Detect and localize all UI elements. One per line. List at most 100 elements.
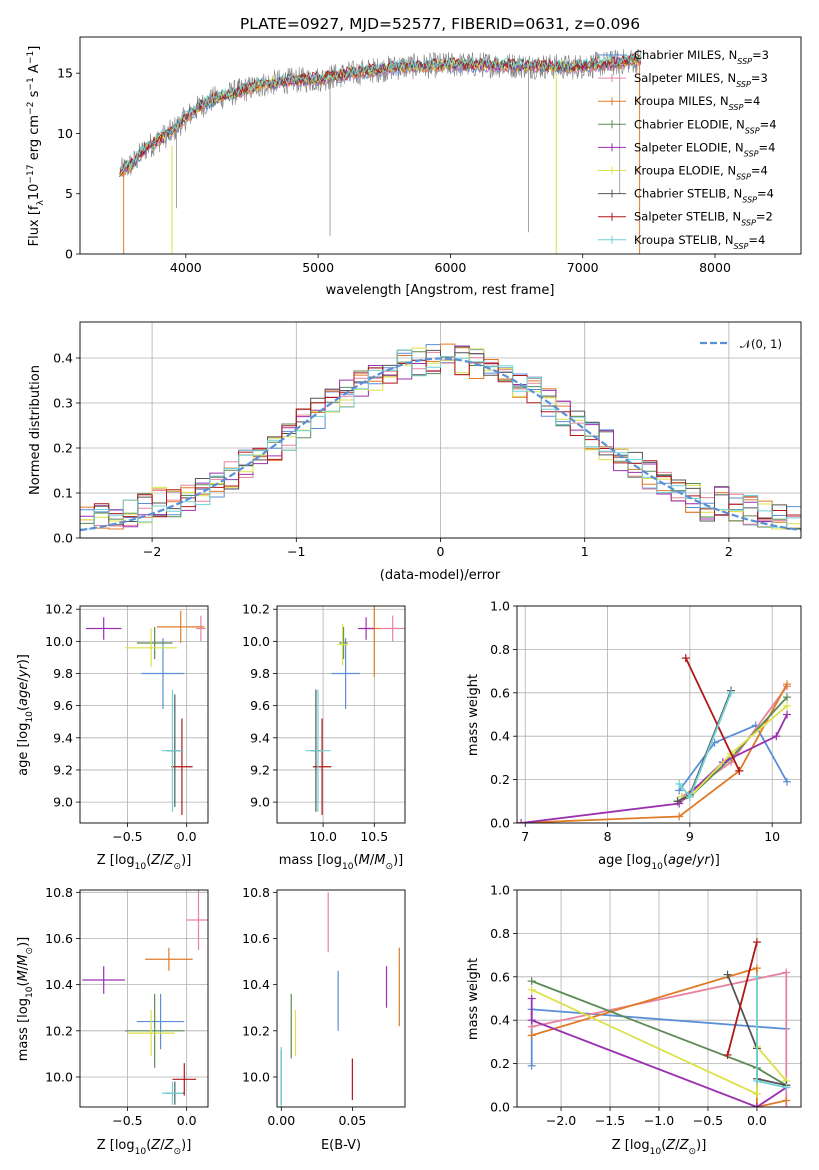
y-tick-label: 9.0	[53, 795, 73, 810]
legend-label: Salpeter STELIB, NSSP=2	[634, 210, 773, 228]
legend-label: Kroupa MILES, NSSP=4	[634, 94, 760, 112]
chart-residuals: −2 −1 0 1 2 0.0 0.1 0.2 0.3 0.4 (data-model)/error…	[28, 321, 802, 583]
axes-frame	[79, 36, 802, 255]
plot-area	[80, 343, 801, 538]
histogram-step	[80, 349, 801, 538]
y-tick-label: 10	[57, 126, 73, 141]
series-line	[520, 714, 788, 823]
axes-frame	[276, 889, 406, 1108]
legend-label: Salpeter MILES, NSSP=3	[634, 71, 768, 89]
plot-area	[82, 890, 208, 1105]
y-tick-label: 15	[57, 66, 73, 81]
series-line	[677, 690, 732, 803]
y-tick-label: 10.8	[242, 885, 270, 900]
x-tick-label: 7000	[567, 260, 599, 275]
axes-frame	[516, 605, 802, 824]
chart-mass_vs_Z: −0.5 0.0 10.0 10.2 10.4 10.6 10.8 Z [log10(Z/Z⊙…	[16, 885, 209, 1157]
axes-frame	[276, 605, 406, 824]
plot-area	[517, 654, 792, 823]
x-axis-label: Z [log10(Z/Z⊙)]	[97, 853, 192, 872]
y-tick-label: 9.8	[250, 666, 270, 681]
y-tick-label: 9.2	[250, 762, 270, 777]
y-tick-label: 10.2	[242, 1023, 270, 1038]
x-axis-label: Z [log10(Z/Z⊙)]	[97, 1138, 192, 1157]
y-tick-label: 9.6	[250, 698, 270, 713]
y-tick-label: 9.4	[53, 730, 73, 745]
y-tick-label: 0.6	[490, 969, 510, 984]
model-fit	[119, 53, 642, 172]
axes-frame	[79, 889, 209, 1108]
y-tick-label: 9.4	[250, 730, 270, 745]
y-tick-label: 0.0	[490, 816, 510, 831]
series-line	[678, 724, 788, 792]
plot-area	[280, 892, 400, 1107]
x-tick-label: −1.5	[595, 1113, 625, 1128]
y-axis-label: mass weight	[466, 674, 481, 756]
axes-frame	[79, 321, 802, 539]
y-tick-label: 1.0	[490, 883, 510, 898]
x-tick-label: 10.0	[309, 829, 337, 844]
x-tick-label: −0.5	[112, 829, 142, 844]
y-tick-label: 0.2	[490, 1056, 510, 1071]
y-tick-label: 10.0	[45, 1069, 73, 1084]
x-tick-label: 2	[725, 544, 733, 559]
x-tick-label: 5000	[302, 260, 334, 275]
x-tick-label: 9	[686, 829, 694, 844]
y-tick-label: 0	[65, 247, 73, 262]
y-tick-label: 10.0	[242, 634, 270, 649]
y-tick-label: 0.0	[490, 1100, 510, 1115]
chart-age_vs_Z: −0.5 0.0 9.0 9.2 9.4 9.6 9.8 10.0 10.2 Z [log10(Z…	[16, 602, 209, 872]
chart-title: PLATE=0927, MJD=52577, FIBERID=0631, z=0…	[240, 15, 640, 33]
chart-weight_vs_Z: −2.0 −1.5 −1.0 −0.5 0.0 0.0 0.2 0.4 0.6 0.8 1.0 Z […	[466, 883, 802, 1157]
x-tick-label: 0	[437, 544, 445, 559]
x-tick-label: −0.5	[693, 1113, 723, 1128]
chart-weight_vs_age: 7 8 9 10 0.0 0.2 0.4 0.6 0.8 1.0 age [log10(age/yr…	[466, 599, 802, 872]
x-tick-label: 8	[604, 829, 612, 844]
x-tick-label: 10	[764, 829, 780, 844]
x-tick-label: 0.05	[338, 1113, 366, 1128]
x-tick-label: 0.0	[177, 1113, 197, 1128]
y-tick-label: 0.4	[490, 729, 510, 744]
y-tick-label: 0.4	[53, 351, 73, 366]
y-axis-label: Normed distribution	[28, 365, 43, 495]
y-tick-label: 0.1	[53, 486, 73, 501]
y-tick-label: 0.0	[53, 531, 73, 546]
legend-label: Chabrier MILES, NSSP=3	[634, 48, 769, 66]
y-tick-label: 0.3	[53, 396, 73, 411]
plot-area	[119, 49, 642, 254]
model-fit	[119, 54, 642, 177]
x-tick-label: −1.0	[644, 1113, 674, 1128]
legend-label: Kroupa ELODIE, NSSP=4	[634, 164, 768, 182]
y-tick-label: 10.0	[242, 1069, 270, 1084]
y-axis-label: Flux [fλ10−17 erg cm−2 s−1 A−1]	[26, 46, 46, 247]
axes-frame	[79, 605, 209, 824]
x-tick-label: −2.0	[546, 1113, 576, 1128]
y-tick-label: 9.2	[53, 762, 73, 777]
histogram-step	[80, 356, 801, 538]
x-tick-label: 6000	[435, 260, 467, 275]
y-tick-label: 9.6	[53, 698, 73, 713]
chart-mass_vs_ebv: 0.00 0.05 10.0 10.2 10.4 10.6 10.8 E(B-V)	[242, 885, 406, 1153]
x-tick-label: 1	[581, 544, 589, 559]
y-tick-label: 1.0	[490, 599, 510, 614]
series-line	[530, 998, 787, 1107]
y-tick-label: 10.0	[45, 634, 73, 649]
y-tick-label: 10.6	[242, 931, 270, 946]
chart-spectrum: 4000 5000 6000 7000 8000 0 5 10 15 PLATE=0927, MJ…	[26, 15, 802, 298]
histogram-step	[80, 349, 801, 538]
y-tick-label: 10.2	[242, 602, 270, 617]
plot-area	[85, 610, 206, 815]
x-axis-label: (data-model)/error	[380, 568, 501, 583]
x-tick-label: 0.0	[747, 1113, 767, 1128]
x-tick-label: 10.5	[360, 829, 388, 844]
legend-label: Salpeter ELODIE, NSSP=4	[634, 140, 775, 158]
legend-label: Kroupa STELIB, NSSP=4	[634, 233, 765, 251]
plot-area	[527, 938, 791, 1107]
y-tick-label: 10.8	[45, 885, 73, 900]
chart-age_vs_mass: 10.0 10.5 9.0 9.2 9.4 9.6 9.8 10.0 10.2 mass [log…	[242, 602, 406, 872]
y-tick-label: 0.4	[490, 1013, 510, 1028]
x-tick-label: −1	[287, 544, 305, 559]
x-axis-label: age [log10(age/yr)]	[598, 853, 720, 872]
x-tick-label: 7	[521, 829, 529, 844]
